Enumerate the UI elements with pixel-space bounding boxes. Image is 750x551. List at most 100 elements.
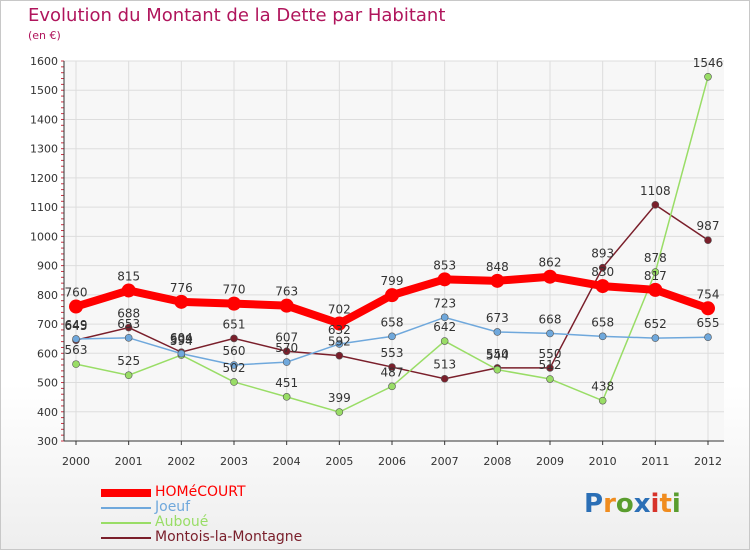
x-tick-label: 2000 (62, 455, 90, 468)
data-point (701, 301, 715, 316)
data-label: 513 (433, 358, 456, 372)
data-point (546, 375, 554, 383)
data-label: 550 (486, 347, 509, 361)
data-label: 502 (223, 361, 246, 375)
x-tick-label: 2001 (115, 455, 143, 468)
data-point (440, 374, 449, 383)
data-point (335, 408, 344, 416)
y-tick-label: 1000 (30, 230, 58, 243)
data-point (124, 371, 133, 380)
data-label: 702 (328, 302, 351, 316)
data-point (493, 328, 502, 336)
logo-letter: P (584, 489, 604, 519)
data-point (388, 332, 396, 341)
data-point (543, 269, 557, 284)
data-point (440, 313, 449, 322)
chart-title: Evolution du Montant de la Dette par Hab… (28, 5, 446, 26)
data-point (493, 365, 502, 374)
legend-label: Joeuf (155, 499, 191, 515)
y-tick-label: 1200 (30, 172, 58, 185)
data-label: 451 (275, 376, 298, 390)
data-point (282, 393, 291, 401)
data-point (546, 364, 554, 372)
data-point (440, 337, 449, 345)
logo-letter: i (650, 489, 660, 519)
data-label: 570 (275, 341, 298, 355)
data-label: 723 (433, 296, 456, 310)
x-tick-label: 2008 (483, 455, 511, 468)
legend-label: Auboué (155, 514, 209, 530)
data-point (282, 358, 291, 366)
data-label: 604 (170, 331, 193, 345)
y-tick-label: 300 (37, 435, 58, 448)
data-point (595, 279, 610, 294)
data-label: 592 (328, 335, 351, 349)
x-tick-label: 2012 (694, 455, 722, 468)
data-label: 563 (65, 343, 88, 357)
data-point (124, 334, 133, 342)
data-label: 655 (697, 316, 720, 330)
data-label: 815 (117, 269, 140, 283)
x-tick-label: 2003 (220, 455, 248, 468)
legend-label: HOMéCOURT (155, 484, 246, 500)
data-label: 1108 (640, 184, 671, 198)
x-tick-label: 2007 (431, 455, 459, 468)
data-label: 487 (381, 365, 404, 379)
data-point (648, 282, 663, 297)
data-label: 599 (170, 333, 193, 347)
data-label: 830 (591, 265, 614, 279)
data-label: 878 (644, 251, 667, 265)
data-label: 645 (65, 319, 88, 333)
y-tick-label: 1600 (30, 55, 58, 68)
logo-letter: x (633, 489, 651, 519)
data-point (124, 323, 133, 332)
data-label: 848 (486, 260, 509, 274)
data-label: 799 (381, 274, 404, 288)
data-label: 987 (697, 219, 720, 233)
data-label: 893 (591, 247, 614, 261)
data-point (388, 363, 396, 371)
data-point (546, 329, 554, 338)
y-tick-label: 800 (37, 289, 58, 302)
legend-swatch (101, 537, 151, 539)
y-tick-label: 1100 (30, 201, 58, 214)
proxiti-logo: Proxiti (584, 489, 681, 519)
logo-letter: o (615, 489, 634, 519)
data-point (121, 283, 136, 298)
data-point (437, 272, 452, 287)
data-label: 544 (486, 349, 509, 363)
y-tick-label: 1400 (30, 113, 58, 126)
data-point (651, 334, 660, 342)
data-label: 525 (117, 354, 140, 368)
y-tick-label: 700 (37, 318, 58, 331)
data-point (282, 347, 291, 356)
data-point (230, 361, 238, 369)
data-point (490, 273, 505, 288)
y-tick-label: 900 (37, 260, 58, 273)
data-label: 550 (539, 347, 562, 361)
data-point (72, 360, 80, 368)
data-point (335, 351, 344, 360)
logo-letter: r (603, 489, 616, 519)
data-point (227, 296, 241, 311)
data-point (230, 334, 238, 343)
data-label: 607 (275, 330, 298, 344)
plot-area (64, 61, 724, 441)
data-label: 658 (591, 315, 614, 329)
data-label: 853 (433, 258, 456, 272)
y-tick-label: 1500 (30, 84, 58, 97)
data-label: 649 (65, 318, 88, 332)
data-point (230, 378, 238, 386)
data-point (177, 349, 186, 358)
data-label: 642 (433, 320, 456, 334)
data-label: 1546 (693, 56, 724, 70)
data-label: 658 (381, 315, 404, 329)
data-point (72, 335, 80, 343)
data-point (651, 201, 660, 209)
data-label: 632 (328, 323, 351, 337)
data-point (69, 299, 83, 314)
data-label: 438 (591, 380, 614, 394)
data-point (279, 298, 294, 313)
data-point (704, 333, 712, 342)
